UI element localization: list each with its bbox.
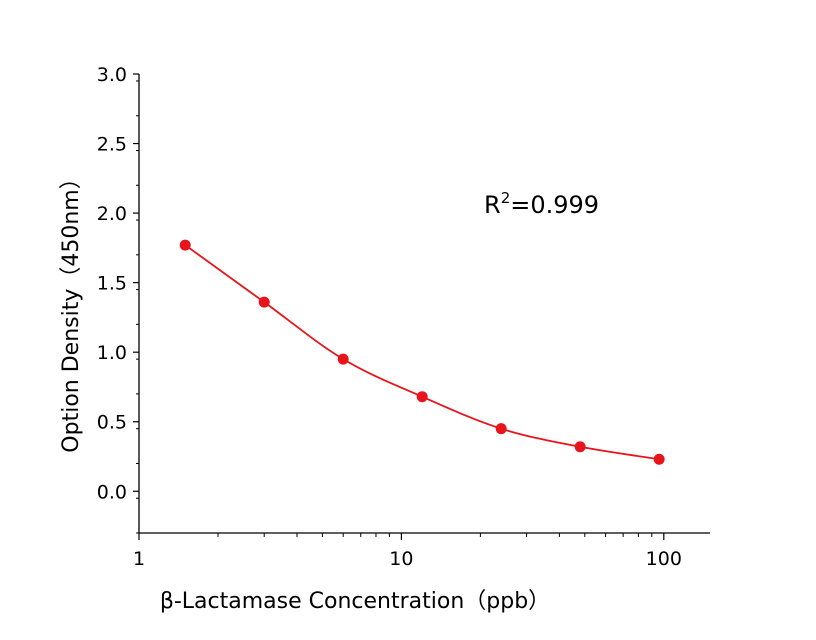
x-axis-title: β-Lactamase Concentration（ppb） [160, 589, 550, 614]
y-tick-label: 2.5 [97, 134, 127, 156]
x-tick-label: 1 [133, 548, 145, 570]
r-squared-annotation: R2=0.999 [484, 189, 599, 219]
y-tick-label: 0.5 [97, 412, 127, 434]
r-squared-sup: 2 [501, 189, 511, 207]
y-axis-title: Option Density（450nm） [59, 167, 84, 452]
data-point [179, 239, 191, 251]
r-squared-base: R [484, 191, 501, 219]
y-tick-label: 1.5 [97, 273, 127, 295]
data-point [574, 441, 586, 453]
y-tick-label: 2.0 [97, 203, 127, 225]
x-tick-label: 100 [646, 548, 682, 570]
x-ticks: 1 10 100 [133, 533, 682, 570]
y-ticks: 0.0 0.5 1.0 1.5 2.0 2.5 3.0 [97, 64, 139, 534]
data-point [416, 391, 428, 403]
y-tick-label: 3.0 [97, 64, 127, 86]
r-squared-value: =0.999 [510, 191, 599, 219]
data-point [495, 423, 507, 435]
x-tick-label: 10 [389, 548, 413, 570]
axes [138, 74, 710, 534]
y-tick-label: 0.0 [97, 481, 127, 503]
data-point [258, 296, 270, 308]
y-tick-label: 1.0 [97, 342, 127, 364]
series [179, 239, 665, 465]
data-point [653, 453, 665, 465]
fit-curve [184, 244, 660, 461]
data-point [337, 353, 349, 365]
